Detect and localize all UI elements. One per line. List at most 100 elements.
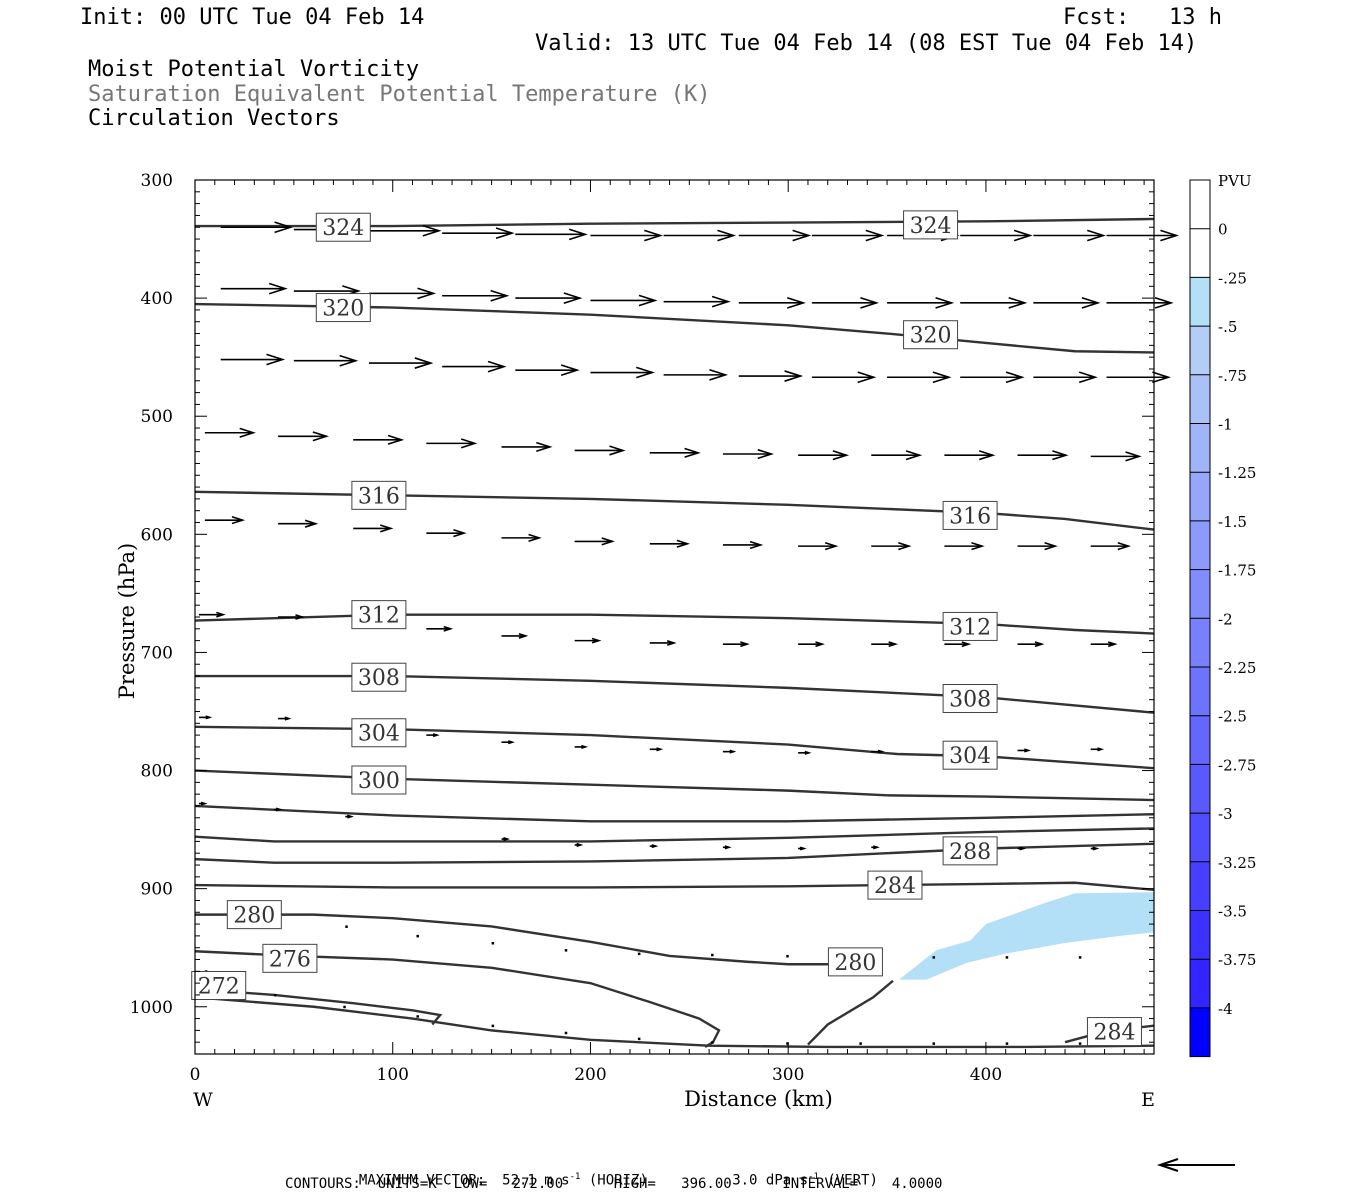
circulation-vector-head [568,228,588,241]
circulation-vector-head [1087,229,1106,242]
circulation-vector-head [347,814,354,819]
circulation-vector-head [711,295,731,308]
contour-line-320 [194,302,1155,354]
circulation-vector-head [591,637,602,644]
circulation-vector-head [422,224,442,237]
circulation-vector-head [1008,296,1028,309]
circulation-vector-dot [343,1005,346,1009]
circulation-vector-head [978,450,996,461]
contour-line [194,996,1155,1049]
colorbar-tick-label: -2 [1218,610,1233,628]
contour-line-288 [194,842,1155,864]
circulation-vector-head [295,614,305,620]
contour-line-316 [194,490,1155,531]
contour-label: 304 [358,722,400,747]
contour-label: 312 [358,604,400,629]
circulation-vector-head [443,625,454,632]
circulation-vector-head [832,450,850,461]
circulation-vector-head [636,366,655,379]
colorbar-swatch [1190,910,1210,960]
y-axis-title: Pressure (hPa) [115,543,139,699]
vert-exponent: -1 [808,1172,819,1182]
max-vector-label: MAXIMUM VECTOR: [358,1172,486,1189]
circulation-vector-dot [274,993,277,997]
circulation-vector-head [860,296,880,309]
circulation-vector-head [495,227,515,240]
circulation-vector-head [231,516,246,525]
circulation-vector-dot [859,1042,862,1045]
circulation-vector-head [563,292,583,304]
circulation-vector-head [784,370,804,382]
x-tick-label: 200 [574,1065,606,1085]
contour-label: 308 [358,666,400,691]
circulation-vector-head [1005,371,1025,384]
contour-label: 276 [269,947,311,972]
circulation-vector-head [560,364,580,377]
x-tick-label: 400 [970,1065,1002,1085]
contour-label: 320 [322,297,364,322]
circulation-vector-dot [1005,1042,1009,1045]
reference-vector [1156,1158,1235,1172]
circulation-vector-head [935,296,955,309]
circulation-vector-head [528,533,542,543]
circulation-vector-head [1097,747,1105,752]
colorbar-swatch [1190,569,1210,619]
contour-label-box [903,320,959,350]
circulation-vector-head [815,641,825,648]
colorbar-tick-label: -1 [1218,416,1233,434]
circulation-vector-head [709,368,729,381]
y-tick-label: 900 [141,880,173,900]
x-axis-title: Distance (km) [684,1087,833,1111]
colorbar-tick-label: -4 [1218,1000,1233,1018]
circulation-vector-head [339,354,359,367]
x-tick-label: 100 [377,1065,409,1085]
circulation-vector-head [757,448,774,460]
y-tick-label: 1000 [130,998,173,1018]
colorbar-swatch [1190,813,1210,862]
contour-line-276 [194,950,721,1048]
contour-label: 316 [949,504,991,529]
contour-label-box [942,611,998,641]
colorbar-swatch [1190,277,1210,327]
contour-label: 288 [949,840,991,865]
x-tick-label: 300 [772,1065,804,1085]
contour-label-box [191,970,247,1000]
circulation-vector-dot [564,949,568,952]
circulation-vector-head [275,807,283,812]
contour-label: 284 [1093,1021,1135,1046]
y-tick-label: 700 [141,643,173,663]
y-tick-label: 600 [141,525,173,545]
circulation-vector-head [656,747,664,752]
circulation-vector-head [898,542,912,551]
circulation-vector-dot [1078,1042,1082,1045]
contour-label-box [942,836,998,866]
circulation-vector-head [787,296,806,309]
colorbar-tick-label: -.25 [1218,269,1247,287]
circulation-vector-head [312,431,330,442]
circulation-vector-head [1125,451,1142,462]
circulation-vector-head [1081,296,1101,309]
colorbar-tick-label: -.5 [1218,318,1237,336]
east-label: E [1141,1089,1155,1111]
circulation-vector-head [268,282,288,295]
circulation-vector-head [503,837,511,842]
circulation-vector-head [601,537,615,546]
circulation-vector-head [1117,542,1131,551]
circulation-vector-head [304,519,319,528]
colorbar-tick-label: -2.5 [1218,708,1247,726]
circulation-vector-head [432,733,440,738]
init-time: Init: 00 UTC Tue 04 Feb 14 [80,5,425,30]
circulation-vector-dot [637,952,641,956]
contour-label: 284 [874,874,916,899]
vert-tag: (VERT) [827,1172,878,1189]
field-title-vectors: Circulation Vectors [88,106,340,131]
circulation-vector-dot [932,956,936,959]
contour-label: 304 [949,744,991,769]
circulation-vector-dot [416,1015,419,1018]
contour-line-280 [807,979,894,1046]
circulation-vector-dot [786,954,789,958]
circulation-vector-head [729,749,737,754]
circulation-vector-dot [786,1042,789,1045]
axes-layer: 300 400 500 600 700 800 900 1000 0 100 200 300 400 W E… [115,171,1155,1111]
